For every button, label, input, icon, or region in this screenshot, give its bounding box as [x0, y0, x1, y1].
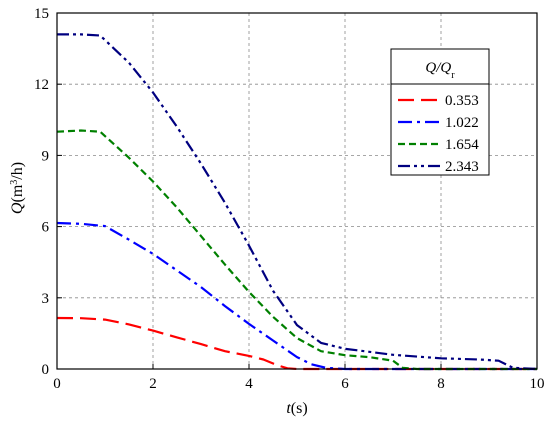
x-tick-label: 6	[341, 376, 349, 392]
legend-box	[390, 48, 490, 176]
legend-label-4: 2.343	[445, 159, 479, 175]
x-tick-label: 8	[437, 376, 445, 392]
legend-label-3: 1.654	[445, 137, 479, 153]
y-tick-label: 12	[34, 77, 49, 93]
y-tick-label: 3	[42, 291, 50, 307]
series-line-3	[56, 129, 537, 371]
legend-items: 0.353 1.022 1.654 2.343	[398, 93, 479, 175]
y-axis-label: Q(m3/h)	[9, 162, 27, 214]
y-tick-label: 15	[34, 6, 49, 22]
plot-frame	[56, 12, 538, 370]
series-line-1	[56, 316, 537, 371]
y-tick-label: 6	[42, 220, 50, 236]
axis-ticks: 0 2 4 6 8 10 0 3 6 9 12 15	[34, 6, 545, 392]
grid	[57, 13, 537, 369]
series-line-2	[56, 221, 537, 371]
y-tick-label: 9	[42, 148, 50, 164]
x-tick-label: 4	[245, 376, 253, 392]
x-tick-label: 0	[53, 376, 61, 392]
legend-label-2: 1.022	[445, 115, 479, 131]
legend-title: Q/Qr	[425, 60, 455, 81]
y-tick-label: 0	[42, 362, 50, 378]
series-line-4	[57, 33, 538, 371]
series-layer	[56, 33, 538, 371]
legend: Q/Qr 0.353 1.022 1.654 2.343	[390, 48, 490, 176]
x-axis-label: t(s)	[286, 400, 307, 417]
legend-label-1: 0.353	[445, 93, 479, 109]
x-tick-label: 10	[530, 376, 545, 392]
x-tick-label: 2	[149, 376, 157, 392]
